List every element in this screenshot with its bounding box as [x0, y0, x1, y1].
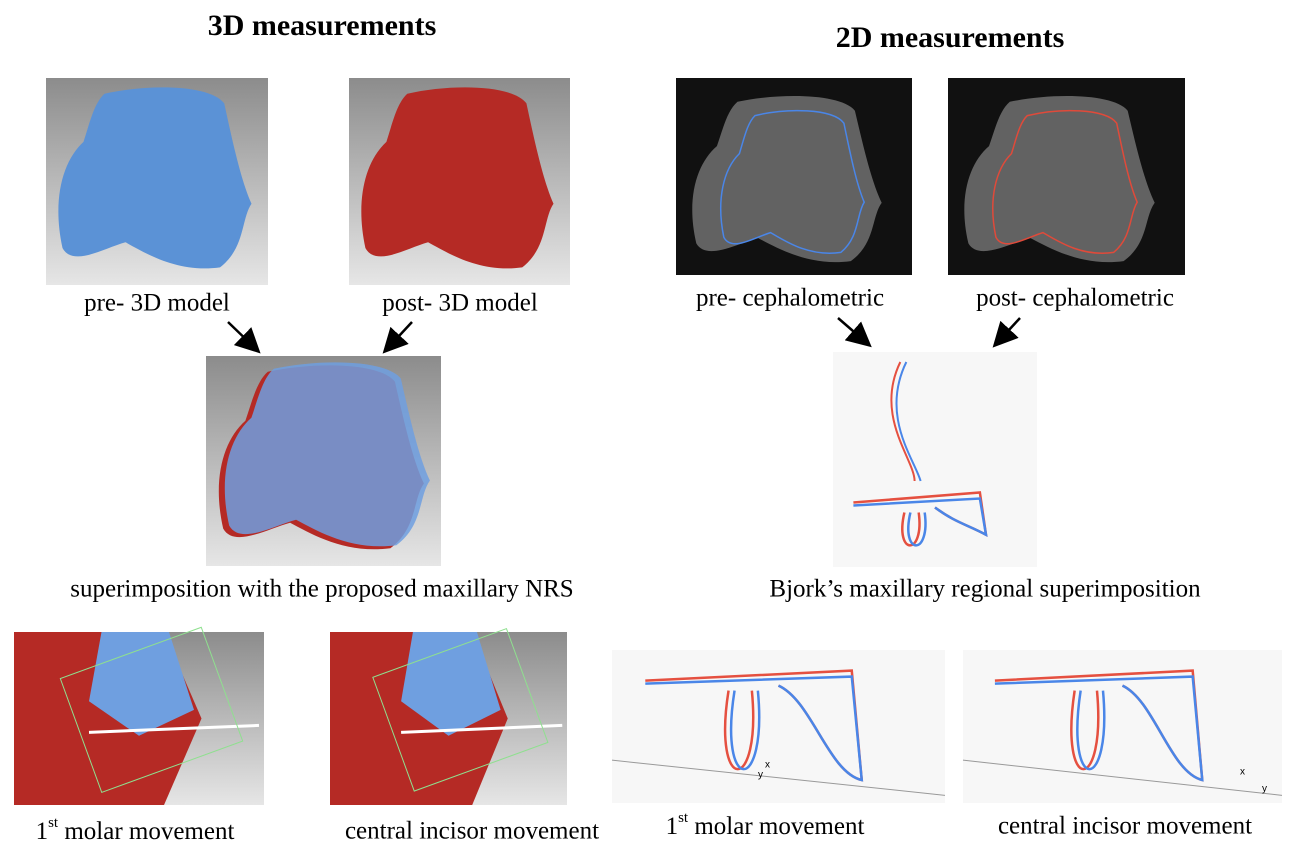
caption-part: 1 — [36, 818, 49, 845]
caption: central incisor movement — [345, 818, 599, 845]
caption: 1st molar movement — [666, 810, 865, 839]
caption-part: molar movement — [58, 818, 234, 845]
axis-mark: y — [1262, 784, 1267, 795]
caption: pre- cephalometric — [696, 285, 884, 312]
crop-3d-image — [14, 627, 264, 805]
model-3d-image — [349, 78, 570, 285]
axis-mark: y — [758, 770, 763, 781]
tracing-image: xy — [963, 650, 1282, 803]
image-background — [833, 352, 1037, 567]
model-3d-image — [46, 78, 268, 285]
tracing-image — [833, 352, 1037, 567]
caption: 1st molar movement — [36, 815, 235, 844]
heading: 2D measurements — [836, 21, 1065, 54]
caption-part: 1 — [666, 813, 679, 840]
cephalogram-image — [676, 78, 912, 275]
arrows — [228, 318, 1020, 350]
tracing-image: xy — [612, 650, 945, 803]
caption: post- cephalometric — [976, 285, 1174, 312]
heading: 3D measurements — [208, 9, 437, 42]
caption: Bjork’s maxillary regional superimpositi… — [769, 576, 1201, 603]
crop-3d-image — [330, 629, 567, 805]
caption: post- 3D model — [382, 290, 538, 317]
model-3d-image — [206, 356, 441, 566]
axis-mark: x — [765, 760, 770, 771]
caption-part: molar movement — [688, 813, 864, 840]
caption: pre- 3D model — [84, 290, 230, 317]
axis-mark: x — [1240, 767, 1245, 778]
caption: superimposition with the proposed maxill… — [70, 576, 573, 603]
figure: xyxy 3D measurements 2D measurements pre… — [0, 0, 1296, 847]
cephalogram-image — [948, 78, 1185, 275]
caption: central incisor movement — [998, 813, 1252, 840]
